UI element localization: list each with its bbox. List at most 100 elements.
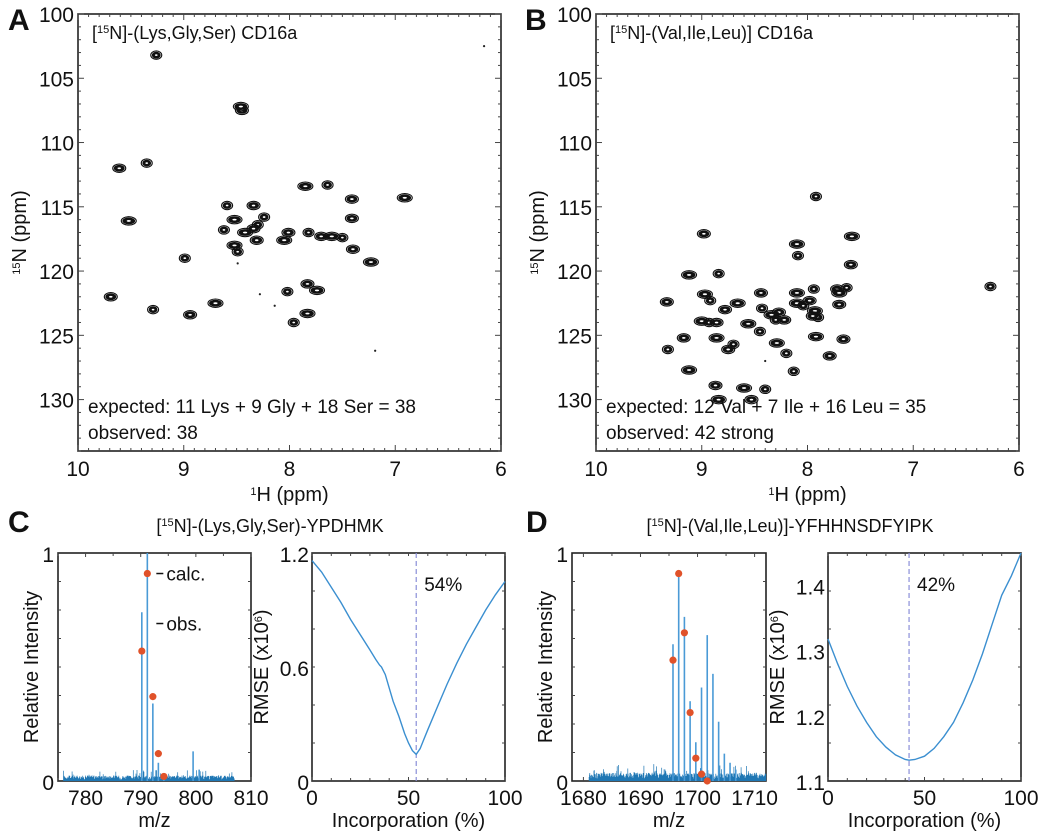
nmr-peak-contour-outer bbox=[249, 235, 264, 245]
nmr-peak-contour-inner bbox=[402, 196, 407, 199]
nmr-peak-contour-outer bbox=[120, 216, 137, 226]
ms-calculated-dot bbox=[138, 647, 146, 655]
nmr-peak-contour-outer bbox=[246, 200, 261, 211]
rmse-curve bbox=[311, 560, 506, 756]
nmr-peak-contour-inner bbox=[760, 307, 764, 310]
y-tick-label: 1.1 bbox=[796, 772, 825, 795]
nmr-peak-contour-inner bbox=[151, 308, 155, 311]
y-tick-label: 105 bbox=[39, 68, 74, 91]
x-tick-label: 1700 bbox=[674, 787, 721, 810]
nmr-peak-contour-outer bbox=[147, 304, 160, 315]
nmr-peak-contour-inner bbox=[262, 216, 266, 218]
nmr-peak-contour-outer bbox=[708, 333, 725, 343]
optimum-label: 42% bbox=[917, 575, 955, 596]
nmr-peak-contour-outer bbox=[744, 394, 759, 405]
x-tick-label: 6 bbox=[1013, 458, 1025, 481]
x-tick-label: 8 bbox=[284, 458, 296, 481]
nmr-peak-contour-outer bbox=[308, 285, 326, 296]
observed-count-annotation: observed: 42 strong bbox=[606, 423, 774, 444]
nmr-peak-contour-inner bbox=[305, 312, 310, 315]
nmr-peak-contour-inner bbox=[222, 229, 226, 231]
rmse-curve bbox=[827, 552, 1022, 761]
nmr-peak-contour-inner bbox=[794, 243, 800, 245]
y-axis-label: Relative Intensity bbox=[21, 591, 43, 743]
y-axis-label: RMSE (x106) bbox=[251, 609, 273, 724]
y-tick-label: 105 bbox=[557, 68, 592, 91]
x-tick-label: 10 bbox=[66, 458, 89, 481]
plot-frame bbox=[311, 552, 506, 782]
y-tick-label: 0.6 bbox=[280, 658, 309, 681]
nmr-peak-contour-inner bbox=[109, 295, 113, 298]
nmr-peak-contour-outer bbox=[297, 181, 314, 191]
y-tick-label: 1.3 bbox=[796, 642, 825, 665]
nmr-peak-contour-inner bbox=[769, 313, 774, 316]
nmr-peak-contour-inner bbox=[117, 167, 121, 170]
y-tick-label: 1.2 bbox=[796, 707, 825, 730]
nmr-peak-contour-outer bbox=[696, 229, 711, 239]
nmr-peak-contour-inner bbox=[714, 321, 719, 324]
x-tick-label: 800 bbox=[178, 787, 213, 810]
nmr-peak-contour-outer bbox=[336, 232, 349, 243]
nmr-peak-contour-outer bbox=[721, 344, 736, 355]
nmr-peak-contour-inner bbox=[368, 261, 374, 263]
nmr-peak-contour-outer bbox=[232, 101, 249, 112]
x-tick-label: 7 bbox=[389, 458, 401, 481]
nmr-peak-contour-outer bbox=[843, 231, 860, 242]
nmr-peak-contour-outer bbox=[681, 270, 698, 280]
y-tick-label: 0 bbox=[42, 772, 54, 795]
y-axis-label: 15N (ppm) bbox=[527, 190, 549, 274]
y-axis-label: Relative Intensity bbox=[535, 591, 557, 743]
nmr-peak-contour-outer bbox=[777, 315, 792, 325]
nmr-peak-contour-inner bbox=[814, 195, 818, 198]
nmr-peak-contour-outer bbox=[836, 334, 851, 344]
nmr-peak-contour-inner bbox=[351, 248, 355, 251]
y-tick-label: 110 bbox=[559, 133, 592, 156]
nmr-peak-contour-outer bbox=[396, 193, 413, 203]
nmr-peak-contour-outer bbox=[207, 298, 224, 308]
x-tick-label: 780 bbox=[68, 787, 103, 810]
nmr-peak-contour-outer bbox=[140, 158, 153, 168]
nmr-peak-contour-inner bbox=[319, 235, 323, 238]
nmr-peak-contour-inner bbox=[807, 299, 812, 302]
nmr-peak-contour-inner bbox=[841, 338, 846, 341]
observed-count-annotation: observed: 38 bbox=[88, 423, 198, 444]
nmr-peak-contour-outer bbox=[300, 279, 315, 289]
nmr-peak-contour-inner bbox=[665, 301, 669, 303]
nmr-noise-point bbox=[374, 349, 377, 352]
nmr-noise-point bbox=[482, 45, 486, 48]
nmr-peak-contour-inner bbox=[282, 239, 287, 242]
x-tick-label: 810 bbox=[233, 787, 268, 810]
nmr-noise-point bbox=[764, 359, 767, 363]
nmr-peak-contour-outer bbox=[344, 194, 359, 204]
nmr-peak-contour-inner bbox=[145, 162, 149, 164]
nmr-peak-contour-inner bbox=[792, 370, 796, 373]
nmr-peak-contour-inner bbox=[774, 319, 778, 321]
nmr-peak-contour-outer bbox=[832, 299, 847, 310]
x-axis-label: m/z bbox=[138, 810, 170, 832]
nmr-peak-contour-inner bbox=[303, 185, 308, 188]
nmr-peak-contour-inner bbox=[749, 398, 754, 401]
nmr-peak-contour-outer bbox=[258, 212, 271, 222]
plot-frame bbox=[571, 552, 767, 782]
panel-letter-b: B bbox=[525, 4, 547, 37]
x-tick-label: 8 bbox=[802, 458, 814, 481]
nmr-peak-contour-outer bbox=[717, 304, 733, 315]
nmr-peak-contour-outer bbox=[984, 281, 997, 292]
nmr-peak-contour-inner bbox=[154, 54, 158, 57]
nmr-peak-contour-inner bbox=[837, 303, 841, 306]
y-tick-label: 0 bbox=[297, 772, 309, 795]
nmr-peak-contour-inner bbox=[188, 313, 192, 316]
x-axis-label: Incorporation (%) bbox=[332, 810, 485, 832]
nmr-peak-contour-outer bbox=[840, 283, 853, 293]
y-tick-label: 110 bbox=[41, 133, 74, 156]
nmr-peak-contour-outer bbox=[755, 303, 769, 314]
x-axis-label: Incorporation (%) bbox=[848, 810, 1001, 832]
y-tick-label: 125 bbox=[557, 325, 592, 348]
nmr-peak-contour-outer bbox=[759, 384, 772, 395]
nmr-peak-contour-inner bbox=[849, 235, 855, 238]
x-tick-label: 50 bbox=[397, 787, 420, 810]
nmr-peak-contour-outer bbox=[183, 310, 198, 320]
nmr-peak-contour-inner bbox=[758, 330, 762, 333]
x-tick-label: 1680 bbox=[560, 787, 607, 810]
nmr-peak-contour-outer bbox=[299, 308, 316, 319]
